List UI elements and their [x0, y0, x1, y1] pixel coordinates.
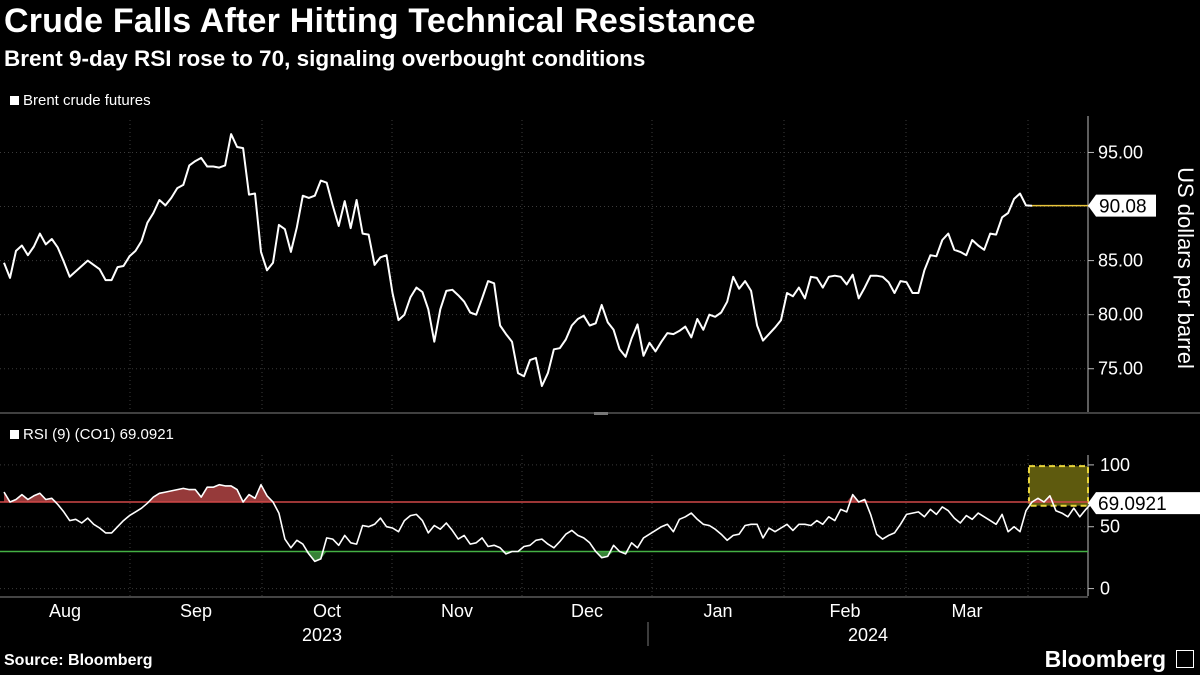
chart-title: Crude Falls After Hitting Technical Resi… [4, 2, 756, 40]
price-last-marker [1088, 194, 1156, 217]
chart-subtitle: Brent 9-day RSI rose to 70, signaling ov… [4, 46, 646, 71]
price-axis-title: US dollars per barrel [1173, 167, 1198, 369]
rsi-tick-label: 50 [1100, 517, 1120, 537]
price-tick-label: 95.00 [1098, 142, 1143, 162]
price-legend-swatch [10, 96, 19, 105]
x-tick-label: Mar [952, 601, 983, 621]
year-label-2023: 2023 [302, 625, 342, 645]
rsi-legend-swatch [10, 430, 19, 439]
rsi-last-value: 69.0921 [1098, 494, 1167, 515]
price-tick-label: 75.00 [1098, 359, 1143, 379]
rsi-line [3, 483, 1093, 563]
x-tick-label: Nov [441, 601, 473, 621]
price-tick-label: 80.00 [1098, 305, 1143, 325]
x-tick-label: Aug [49, 601, 81, 621]
rsi-tick-label: 100 [1100, 455, 1130, 475]
price-last-value: 90.08 [1099, 197, 1147, 218]
bloomberg-icon [1176, 650, 1194, 668]
rsi-overbought-fill [4, 484, 1092, 502]
x-tick-label: Dec [571, 601, 603, 621]
rsi-oversold-fill [4, 551, 1092, 562]
x-tick-label: Feb [829, 601, 860, 621]
rsi-last-marker [1088, 492, 1200, 515]
rsi-tick-label: 0 [1100, 579, 1110, 599]
price-legend: Brent crude futures [10, 92, 151, 109]
rsi-legend-label: RSI (9) (CO1) 69.0921 [23, 426, 174, 443]
panel-divider-handle [594, 412, 608, 415]
x-tick-label: Jan [703, 601, 732, 621]
x-tick-label: Sep [180, 601, 212, 621]
price-tick-label: 85.00 [1098, 251, 1143, 271]
source-note: Source: Bloomberg [4, 652, 153, 669]
x-tick-label: Oct [313, 601, 341, 621]
brent-price-line [3, 133, 1033, 387]
year-label-2024: 2024 [848, 625, 888, 645]
rsi-legend: RSI (9) (CO1) 69.0921 [10, 426, 174, 443]
brand-logo: Bloomberg [1044, 646, 1166, 672]
price-legend-label: Brent crude futures [23, 92, 151, 109]
